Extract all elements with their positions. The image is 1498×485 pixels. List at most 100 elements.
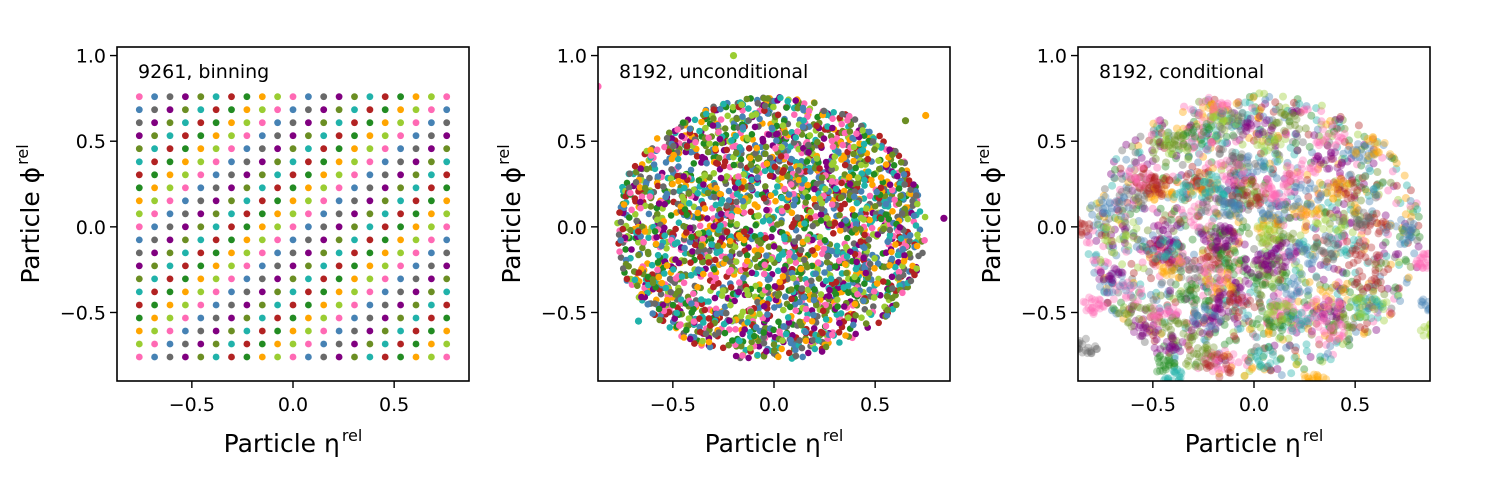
scatter-point (735, 288, 742, 296)
scatter-point (1212, 355, 1220, 364)
scatter-point (289, 288, 297, 296)
scatter-point (1265, 256, 1274, 265)
scatter-point (1237, 298, 1246, 307)
x-tick-label: 0.5 (379, 394, 409, 416)
scatter-point (1163, 193, 1172, 202)
scatter-point (1201, 254, 1210, 263)
x-axis-label-main: Particle η (705, 429, 821, 458)
scatter-point (1203, 265, 1212, 274)
scatter-point (1253, 132, 1262, 141)
scatter-point (1368, 210, 1377, 219)
scatter-point (821, 237, 829, 244)
scatter-point (1198, 188, 1207, 197)
scatter-point (891, 196, 898, 204)
scatter-point (1270, 303, 1279, 312)
scatter-point (1371, 193, 1380, 202)
scatter-point (1118, 174, 1127, 183)
scatter-point (683, 229, 690, 236)
scatter-point (1232, 173, 1241, 182)
scatter-point (1163, 246, 1172, 254)
scatter-point (1220, 275, 1229, 284)
scatter-point (1319, 125, 1327, 134)
scatter-point (733, 198, 740, 206)
scatter-point (721, 125, 729, 132)
scatter-point (197, 171, 205, 179)
scatter-point (1333, 337, 1341, 345)
scatter-point (1343, 157, 1352, 166)
scatter-point (1303, 301, 1312, 310)
scatter-point (197, 340, 205, 348)
scatter-point (1188, 283, 1196, 292)
scatter-point (783, 104, 790, 111)
scatter-point (1323, 182, 1332, 191)
scatter-point (652, 240, 660, 248)
scatter-point (772, 197, 779, 205)
scatter-point (1343, 188, 1352, 197)
scatter-point (1258, 281, 1267, 290)
scatter-point (691, 340, 698, 347)
scatter-point (817, 211, 825, 218)
scatter-point (1361, 313, 1370, 321)
scatter-point (886, 146, 893, 153)
scatter-point (830, 109, 837, 116)
scatter-point (1294, 297, 1303, 306)
scatter-point (1141, 183, 1149, 192)
scatter-point (1360, 241, 1369, 250)
scatter-point (1322, 208, 1331, 217)
scatter-point (1239, 217, 1248, 226)
scatter-point (228, 353, 235, 361)
scatter-point (713, 184, 720, 192)
scatter-point (1202, 145, 1211, 153)
scatter-point (1215, 105, 1224, 114)
scatter-point (1109, 295, 1118, 304)
scatter-point (1195, 172, 1204, 181)
scatter-point (1412, 199, 1421, 208)
scatter-point (1196, 229, 1205, 238)
scatter-point (258, 93, 266, 101)
scatter-point (1264, 179, 1273, 188)
scatter-point (1253, 289, 1262, 298)
scatter-point (166, 132, 174, 140)
scatter-point (1224, 259, 1233, 268)
scatter-point (274, 119, 281, 127)
scatter-point (1154, 317, 1163, 326)
scatter-point (1261, 178, 1270, 187)
scatter-point (1162, 254, 1171, 263)
scatter-point (1196, 224, 1205, 233)
scatter-point (166, 158, 174, 166)
scatter-point (803, 263, 811, 271)
scatter-point (1178, 108, 1187, 117)
scatter-point (744, 135, 752, 142)
scatter-point (717, 105, 724, 113)
scatter-point (702, 124, 709, 132)
scatter-point (1326, 342, 1335, 351)
scatter-point (1108, 279, 1117, 288)
scatter-point (1148, 173, 1157, 182)
scatter-point (166, 197, 174, 205)
scatter-point (826, 286, 833, 294)
scatter-point (1263, 231, 1272, 240)
scatter-point (1202, 354, 1210, 363)
scatter-point (1390, 155, 1399, 164)
scatter-point (1187, 297, 1196, 306)
scatter-point (1170, 352, 1179, 361)
scatter-point (706, 343, 714, 351)
scatter-point (228, 145, 235, 153)
scatter-point (1232, 137, 1241, 146)
scatter-point (1114, 206, 1123, 215)
scatter-point (1184, 155, 1193, 164)
scatter-point (1298, 247, 1307, 256)
scatter-point (884, 306, 891, 314)
scatter-point (822, 301, 829, 309)
scatter-point (1086, 204, 1094, 213)
scatter-point (289, 184, 297, 192)
scatter-point (1395, 258, 1403, 267)
scatter-point (1275, 151, 1284, 160)
y-tick-label: 0.0 (76, 217, 106, 239)
scatter-point (822, 185, 829, 193)
scatter-point (859, 127, 866, 134)
scatter-point (243, 327, 251, 335)
scatter-point (1317, 107, 1326, 116)
scatter-point (289, 327, 297, 335)
scatter-point (1308, 309, 1317, 318)
